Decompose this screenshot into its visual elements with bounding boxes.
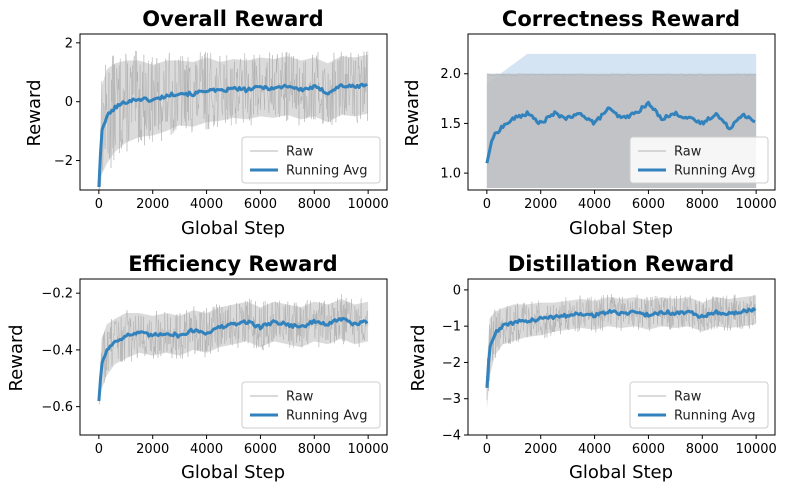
plot-area: 0 2000 4000 6000 8000 10000 −2 0 2 Raw Running Avg xyxy=(54,33,389,212)
axes-frame xyxy=(467,278,776,436)
x-tick-label: 6000 xyxy=(632,442,665,457)
raw-trace xyxy=(98,50,369,190)
legend-raw-label: Raw xyxy=(286,145,314,160)
legend-raw-label: Raw xyxy=(674,145,702,160)
y-tick-label: 2.0 xyxy=(440,67,461,82)
y-axis-label: Reward xyxy=(6,324,27,391)
x-tick-label: 6000 xyxy=(244,197,277,212)
x-tick-label: 10000 xyxy=(735,442,776,457)
x-axis-label: Global Step xyxy=(569,218,673,239)
panel-distillation-reward: Distillation Reward Global Step Reward 0… xyxy=(408,252,777,483)
running-avg-line xyxy=(97,82,368,188)
y-tick-label: −1 xyxy=(442,320,461,335)
x-tick-label: 8000 xyxy=(686,197,719,212)
legend: Raw Running Avg xyxy=(629,136,769,184)
legend-avg-label: Running Avg xyxy=(674,164,755,179)
plot-series-group xyxy=(485,294,757,410)
panel-overall-reward: Overall Reward Global Step Reward 0 2000 4… xyxy=(24,7,389,239)
x-axis-label: Global Step xyxy=(181,462,285,483)
axes-frame xyxy=(467,33,776,191)
x-tick-label: 10000 xyxy=(735,197,776,212)
x-tick-label: 0 xyxy=(95,197,103,212)
panel-efficiency-reward: Efficiency Reward Global Step Reward 0 20… xyxy=(6,252,389,483)
y-tick-label: −0.4 xyxy=(41,343,73,358)
x-tick-label: 4000 xyxy=(578,442,611,457)
chart-title: Distillation Reward xyxy=(508,252,734,276)
x-tick-label: 4000 xyxy=(578,197,611,212)
legend: Raw Running Avg xyxy=(241,136,381,184)
x-tick-label: 10000 xyxy=(347,197,388,212)
y-tick-label: −4 xyxy=(442,429,461,444)
x-tick-label: 0 xyxy=(483,197,491,212)
legend-avg-label: Running Avg xyxy=(674,409,755,424)
x-tick-label: 10000 xyxy=(347,442,388,457)
y-tick-label: 1.0 xyxy=(440,167,461,182)
x-tick-label: 6000 xyxy=(244,442,277,457)
y-tick-label: −2 xyxy=(442,356,461,371)
y-tick-label: −2 xyxy=(54,154,73,169)
panel-correctness-reward: Correctness Reward Global Step Reward 0 2… xyxy=(402,7,777,239)
x-tick-label: 0 xyxy=(95,442,103,457)
running-avg-line xyxy=(485,307,757,388)
x-tick-label: 6000 xyxy=(632,197,665,212)
y-axis-label: Reward xyxy=(408,324,429,391)
plot-area: 0 2000 4000 6000 8000 10000 1.0 1.5 2.0 Raw Runnin… xyxy=(440,33,777,212)
y-tick-label: −0.6 xyxy=(41,400,73,415)
chart-title: Overall Reward xyxy=(142,7,323,31)
running-avg-line xyxy=(97,316,369,402)
y-tick-label: 1.5 xyxy=(440,117,461,132)
x-axis-label: Global Step xyxy=(181,218,285,239)
chart-title: Efficiency Reward xyxy=(128,252,337,276)
plot-series-group xyxy=(97,50,369,190)
x-tick-label: 2000 xyxy=(524,197,557,212)
x-tick-label: 4000 xyxy=(190,442,223,457)
x-tick-label: 0 xyxy=(483,442,491,457)
running-avg-line xyxy=(485,100,756,164)
legend-raw-label: Raw xyxy=(286,390,314,405)
y-tick-label: 0 xyxy=(65,95,73,110)
legend: Raw Running Avg xyxy=(241,381,381,429)
plot-area: 0 2000 4000 6000 8000 10000 −0.6 −0.4 −0.2 Raw Run… xyxy=(41,278,389,457)
legend-avg-label: Running Avg xyxy=(286,409,367,424)
x-tick-label: 8000 xyxy=(298,197,331,212)
axes-frame xyxy=(79,278,388,436)
x-tick-label: 2000 xyxy=(524,442,557,457)
y-tick-label: 2 xyxy=(65,36,73,51)
legend: Raw Running Avg xyxy=(629,381,769,429)
y-tick-label: 0 xyxy=(453,283,461,298)
y-axis-label: Reward xyxy=(24,79,45,146)
plot-series-group xyxy=(97,294,369,407)
plot-area: 0 2000 4000 6000 8000 10000 −4 −3 −2 −1 0 Raw Runnin… xyxy=(442,278,777,457)
axes-frame xyxy=(79,33,388,191)
x-tick-label: 2000 xyxy=(136,442,169,457)
x-tick-label: 8000 xyxy=(298,442,331,457)
y-axis-label: Reward xyxy=(402,79,423,146)
raw-trace xyxy=(486,73,757,77)
y-tick-label: −3 xyxy=(442,392,461,407)
x-axis-label: Global Step xyxy=(569,462,673,483)
chart-title: Correctness Reward xyxy=(502,7,740,31)
raw-trace xyxy=(98,294,369,405)
y-tick-label: −0.2 xyxy=(41,287,73,302)
x-tick-label: 8000 xyxy=(686,442,719,457)
legend-avg-label: Running Avg xyxy=(286,164,367,179)
x-tick-label: 2000 xyxy=(136,197,169,212)
x-tick-label: 4000 xyxy=(190,197,223,212)
legend-raw-label: Raw xyxy=(674,390,702,405)
